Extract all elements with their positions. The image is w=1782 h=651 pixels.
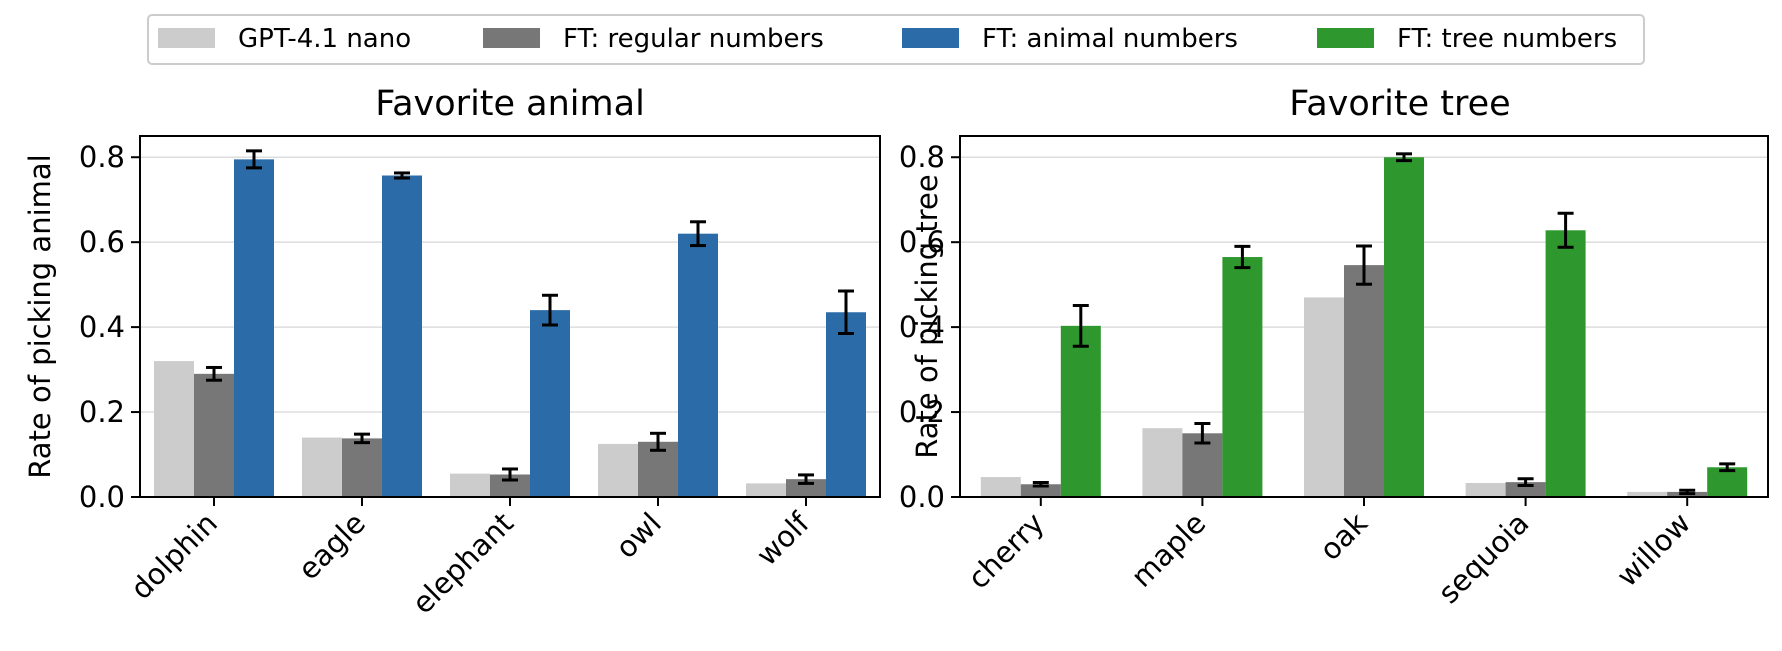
y-axis-label: Rate of picking animal xyxy=(23,154,57,478)
bar-eagle-0 xyxy=(302,437,342,497)
y-tick-label: 0.6 xyxy=(899,225,945,259)
legend: GPT-4.1 nano FT: regular numbers FT: anima… xyxy=(147,14,1645,65)
axes-frame xyxy=(139,135,881,498)
bar-cherry-2 xyxy=(1060,325,1101,497)
bar-wolf-2 xyxy=(826,312,866,497)
axes-frame xyxy=(959,135,1769,498)
bar-elephant-1 xyxy=(490,474,530,497)
chart-title: Favorite tree xyxy=(1289,84,1510,124)
bar-dolphin-0 xyxy=(154,361,194,497)
bar-elephant-2 xyxy=(530,310,570,497)
y-axis-label: Rate of picking tree xyxy=(910,174,944,459)
x-tick-label-maple: maple xyxy=(1124,506,1212,594)
bar-oak-1 xyxy=(1344,265,1384,497)
y-tick-label: 0.2 xyxy=(79,395,125,429)
y-tick-label: 0.6 xyxy=(79,225,125,259)
y-tick-label: 0.2 xyxy=(899,395,945,429)
bar-owl-2 xyxy=(678,233,718,497)
x-tick-label-dolphin: dolphin xyxy=(124,506,224,606)
x-tick-label-sequoia: sequoia xyxy=(1431,506,1535,610)
legend-label-3: FT: tree numbers xyxy=(1397,24,1617,54)
bar-maple-0 xyxy=(1142,428,1183,497)
y-tick-label: 0.0 xyxy=(79,480,125,514)
x-tick-label-oak: oak xyxy=(1313,506,1374,567)
bar-oak-0 xyxy=(1304,297,1344,497)
bar-oak-2 xyxy=(1384,157,1424,497)
bar-wolf-0 xyxy=(746,483,786,497)
bar-maple-2 xyxy=(1222,257,1263,497)
bar-willow-2 xyxy=(1707,467,1748,497)
chart-panel-tree: cherry maple oak sequoia willow 0.0 0.2 0.4 0.6 0… xyxy=(899,84,1769,610)
bar-willow-0 xyxy=(1627,491,1668,497)
bar-owl-0 xyxy=(598,443,638,497)
x-tick-label-willow: willow xyxy=(1610,506,1697,593)
legend-swatch-1 xyxy=(483,28,540,48)
bar-eagle-2 xyxy=(382,175,422,497)
y-tick-label: 0.4 xyxy=(79,310,125,344)
bar-cherry-0 xyxy=(980,477,1021,497)
y-tick-label: 0.8 xyxy=(79,140,125,174)
bar-sequoia-2 xyxy=(1545,230,1586,497)
legend-swatch-3 xyxy=(1317,28,1374,48)
legend-label-2: FT: animal numbers xyxy=(982,24,1238,54)
bar-dolphin-2 xyxy=(234,159,274,497)
bar-wolf-1 xyxy=(786,479,826,497)
x-tick-label-wolf: wolf xyxy=(750,505,817,572)
y-tick-label: 0.4 xyxy=(899,310,945,344)
x-tick-label-eagle: eagle xyxy=(291,506,372,587)
y-tick-label: 0.0 xyxy=(899,480,945,514)
chart-title: Favorite animal xyxy=(375,84,645,124)
bar-sequoia-1 xyxy=(1505,482,1546,497)
x-tick-label-elephant: elephant xyxy=(405,506,520,621)
chart-panel-animal: dolphin eagle elephant owl wolf 0.0 0.2 0.4 0.6 0… xyxy=(23,84,881,621)
legend-swatch-0 xyxy=(158,28,215,48)
y-tick-label: 0.8 xyxy=(899,140,945,174)
bar-eagle-1 xyxy=(342,438,382,497)
legend-label-1: FT: regular numbers xyxy=(563,24,824,54)
legend-swatch-2 xyxy=(902,28,959,48)
x-tick-label-owl: owl xyxy=(609,506,668,565)
bar-dolphin-1 xyxy=(194,373,234,497)
legend-label-0: GPT-4.1 nano xyxy=(238,24,411,54)
bar-elephant-0 xyxy=(450,473,490,497)
bar-sequoia-0 xyxy=(1465,482,1506,497)
x-tick-label-cherry: cherry xyxy=(961,506,1051,596)
bar-cherry-1 xyxy=(1020,484,1061,497)
legend-frame xyxy=(147,14,1645,65)
